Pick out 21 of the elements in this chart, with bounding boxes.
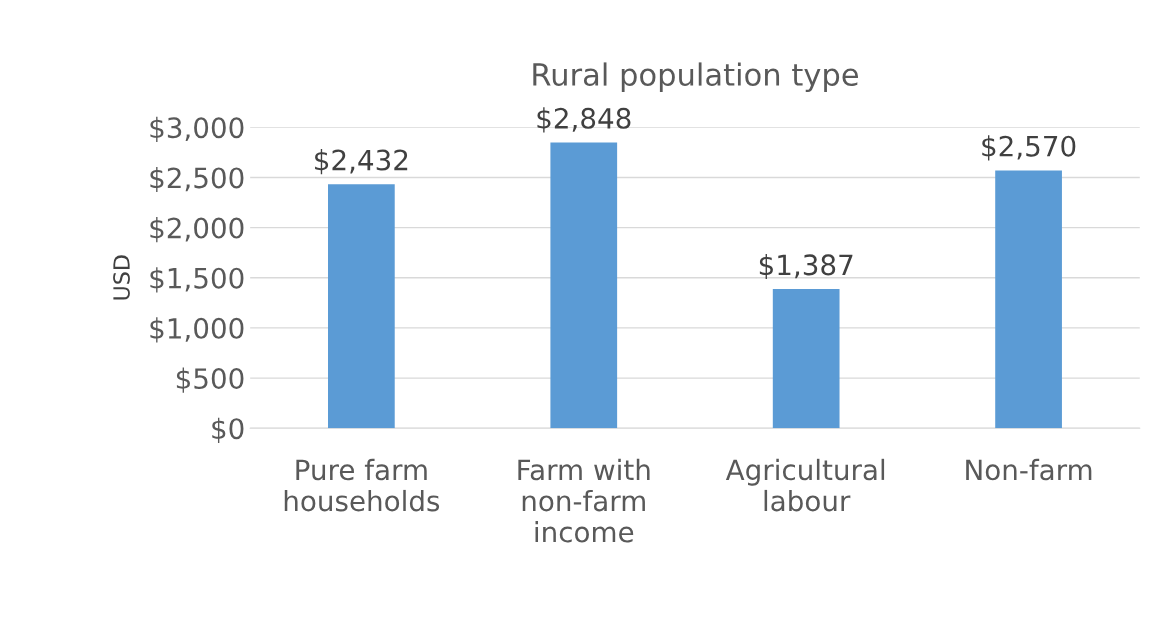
x-tick-label: Pure farm households <box>284 458 440 512</box>
x-tick-label: Farm with non-farm income <box>518 458 650 543</box>
x-tick-label: Non-farm <box>966 458 1092 481</box>
data-label: $2,570 <box>982 135 1076 161</box>
y-tick-label: $500 <box>176 367 244 393</box>
y-tick-label: $1,000 <box>150 317 244 343</box>
y-tick-label: $0 <box>212 417 244 443</box>
data-label: $1,387 <box>759 253 853 280</box>
y-tick-label: $3,000 <box>150 116 244 142</box>
chart-title: Rural population type <box>533 62 858 92</box>
y-tick-label: $2,500 <box>150 166 244 193</box>
bar <box>772 289 840 429</box>
bar <box>550 142 618 429</box>
y-axis-title: USD <box>113 255 130 300</box>
bar <box>995 170 1062 429</box>
data-label: $2,432 <box>315 149 408 175</box>
y-tick-label: $2,000 <box>150 217 244 243</box>
bar <box>328 184 395 429</box>
y-tick-label: $1,500 <box>150 267 244 293</box>
data-label: $2,848 <box>537 107 631 133</box>
x-tick-label: Agricultural labour <box>725 458 885 512</box>
